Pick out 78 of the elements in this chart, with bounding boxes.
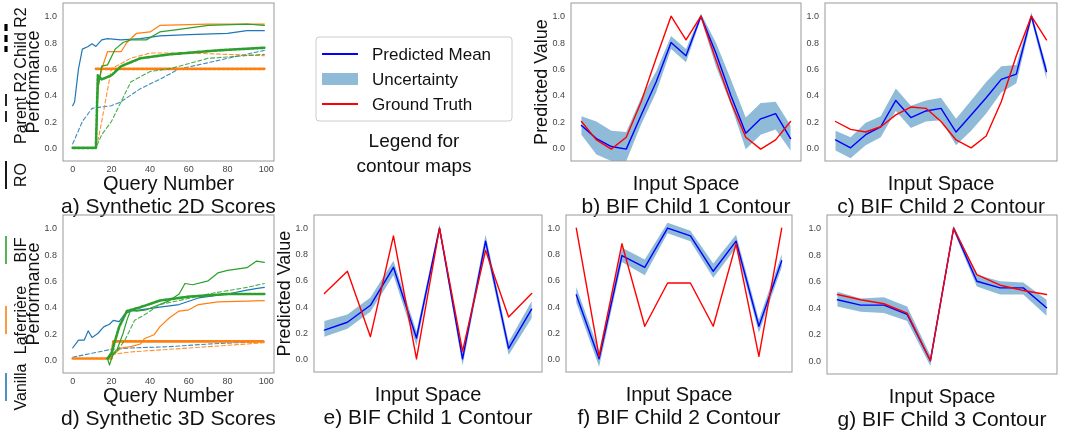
y-tick-label: 0.4: [44, 302, 57, 313]
text: e) BIF Child 1 Contour: [323, 405, 533, 428]
text: Child R2: [11, 7, 29, 69]
y-tick-label: 0.4: [44, 90, 57, 101]
x-tick-label: 60: [183, 376, 194, 386]
y-tick-label: 0.8: [552, 37, 565, 48]
text: d) Synthetic 3D Scores: [61, 406, 276, 429]
text: Vanilla: [11, 363, 29, 411]
x-tick-label: 80: [222, 376, 233, 386]
y-tick-label: 1.0: [547, 223, 560, 234]
y-tick-label: 0.0: [552, 142, 565, 153]
y-tick-label: 0.0: [808, 355, 821, 366]
x-axis-title: Query Number: [102, 384, 235, 406]
x-axis-title: Input Space: [632, 172, 740, 194]
y-tick-label: 1.0: [552, 11, 565, 22]
x-axis-title: Input Space: [625, 383, 733, 405]
y-tick-label: 0.8: [808, 249, 821, 260]
y-tick-label: 0.8: [547, 249, 560, 260]
y-tick-label: 1.0: [44, 11, 57, 22]
y-tick-label: 0.6: [44, 63, 57, 74]
y-tick-label: 0.2: [547, 327, 560, 338]
y-tick-label: 0.4: [552, 90, 565, 101]
y-tick-label: 0.2: [44, 116, 57, 127]
x-tick-label: 60: [183, 164, 194, 174]
text: g) BIF Child 3 Contour: [837, 407, 1047, 430]
legend-label: Predicted Mean: [372, 45, 492, 64]
x-tick-label: 100: [258, 164, 274, 174]
x-axis-title: Input Space: [887, 172, 995, 194]
x-tick-label: 0: [70, 376, 76, 386]
y-tick-label: 0.6: [808, 276, 821, 287]
y-tick-label: 1.0: [295, 223, 308, 234]
y-axis-title: Predicted Value: [274, 230, 294, 357]
x-tick-label: 100: [258, 376, 274, 386]
x-tick-label: 40: [145, 164, 156, 174]
y-tick-label: 0.6: [547, 275, 560, 286]
y-tick-label: 0.2: [552, 116, 565, 127]
y-tick-label: 0.2: [806, 116, 819, 127]
y-tick-label: 0.6: [806, 63, 819, 74]
y-tick-label: 0.8: [44, 37, 57, 48]
x-axis-title: Input Space: [888, 385, 996, 407]
y-tick-label: 0.8: [806, 37, 819, 48]
y-tick-label: 1.0: [806, 11, 819, 22]
y-axis-title: Predicted Value: [531, 19, 551, 145]
y-tick-label: 0.6: [44, 275, 57, 286]
x-tick-label: 20: [106, 376, 117, 386]
text: a) Synthetic 2D Scores: [61, 194, 276, 217]
text: f) BIF Child 2 Contour: [577, 405, 781, 428]
y-tick-label: 0.6: [295, 275, 308, 286]
y-tick-label: 0.4: [547, 301, 560, 312]
x-tick-label: 0: [70, 164, 76, 174]
text: Uncertainty: [372, 70, 459, 89]
text: c) BIF Child 2 Contour: [837, 194, 1045, 217]
text: RO: [11, 163, 29, 187]
text: b) BIF Child 1 Contour: [581, 194, 791, 217]
text: BIF: [11, 237, 29, 263]
y-tick-label: 0.0: [44, 354, 57, 365]
x-tick-label: 40: [145, 376, 156, 386]
y-tick-label: 0.4: [808, 302, 821, 313]
legend-label: Ground Truth: [372, 95, 473, 114]
text: Legend for contour maps: [356, 130, 472, 176]
x-tick-label: 80: [222, 164, 233, 174]
y-tick-label: 0.0: [547, 353, 560, 364]
y-tick-label: 1.0: [808, 223, 821, 234]
y-tick-label: 0.0: [44, 142, 57, 153]
y-tick-label: 0.6: [552, 63, 565, 74]
y-tick-label: 0.8: [295, 249, 308, 260]
y-tick-label: 0.0: [295, 353, 308, 364]
y-tick-label: 0.4: [295, 301, 308, 312]
y-tick-label: 0.2: [44, 328, 57, 339]
y-tick-label: 1.0: [44, 223, 57, 234]
y-tick-label: 0.2: [295, 327, 308, 338]
y-tick-label: 0.2: [808, 329, 821, 340]
y-tick-label: 0.0: [806, 142, 819, 153]
x-axis-title: Query Number: [102, 172, 235, 194]
y-tick-label: 0.8: [44, 249, 57, 260]
x-tick-label: 20: [106, 164, 117, 174]
y-tick-label: 0.4: [806, 90, 819, 101]
x-axis-title: Input Space: [374, 383, 482, 405]
